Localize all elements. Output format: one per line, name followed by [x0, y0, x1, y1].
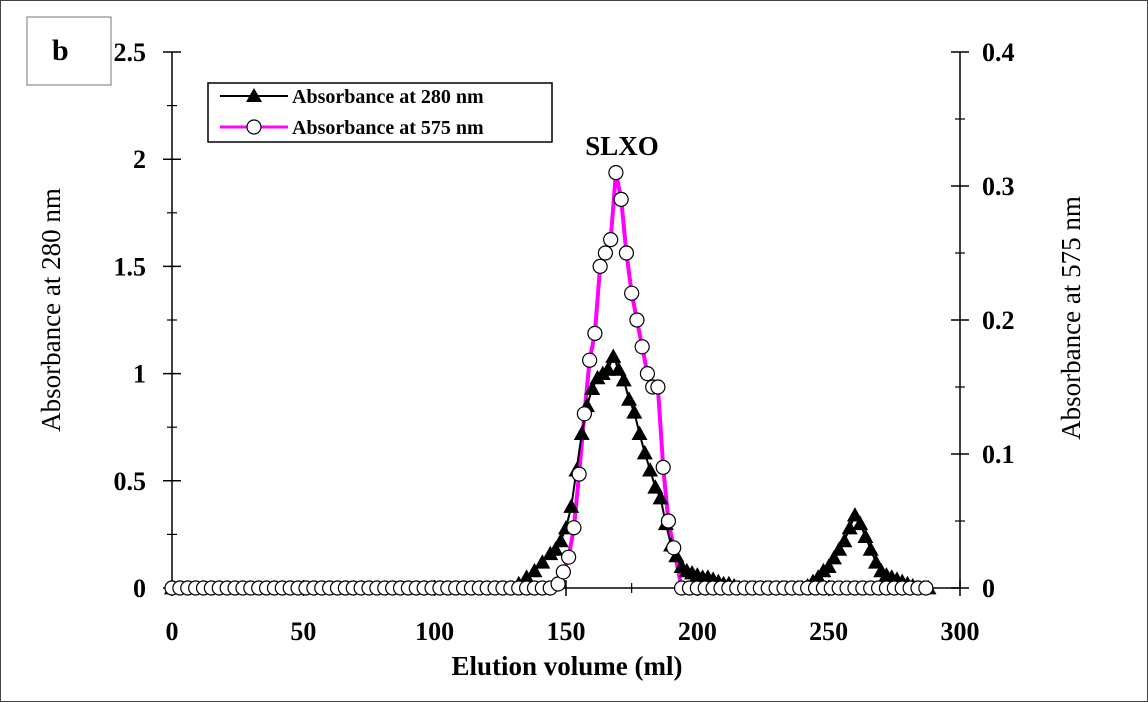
- x-tick-label: 0: [166, 617, 179, 646]
- x-axis-title: Elution volume (ml): [451, 651, 682, 681]
- panel-label-box: [26, 16, 112, 86]
- x-tick-label: 200: [678, 617, 717, 646]
- series-280-point: [636, 444, 653, 460]
- series-575-point: [634, 339, 650, 355]
- series-575-point: [629, 312, 645, 328]
- series-575-point: [918, 580, 934, 596]
- series-575-point: [587, 325, 603, 341]
- series-280-point: [573, 425, 590, 441]
- series-575-point: [566, 520, 582, 536]
- y-right-tick-label: 0.1: [982, 440, 1015, 469]
- series-280-point: [626, 404, 643, 419]
- series-575-point: [655, 459, 671, 475]
- y-left-tick-label: 1.5: [114, 252, 147, 281]
- series-280-point: [547, 541, 564, 556]
- series-280-point: [534, 554, 551, 569]
- series-575-point: [555, 564, 571, 580]
- x-tick-label: 50: [290, 617, 316, 646]
- legend-marker-280: [246, 88, 262, 102]
- y-left-tick-label: 1: [133, 360, 146, 389]
- series-280-point: [862, 541, 879, 556]
- legend-box: [207, 82, 553, 143]
- y-left-tick-label: 0.5: [114, 467, 147, 496]
- x-tick-label: 250: [809, 617, 848, 646]
- series-575-point: [624, 285, 640, 301]
- panel-label: b: [52, 34, 69, 67]
- series-280-point: [652, 489, 669, 505]
- series-575-point: [597, 245, 614, 261]
- series-280-point: [526, 562, 543, 578]
- y-left-tick-label: 0: [133, 574, 146, 603]
- series-280-point: [846, 507, 863, 522]
- series-280-point: [831, 541, 848, 556]
- series-575-point: [571, 466, 587, 482]
- series-575-point: [592, 258, 608, 274]
- y-left-tick-label: 2.5: [114, 38, 147, 67]
- series-575-point: [650, 379, 666, 395]
- series-280-point: [668, 547, 685, 563]
- series-280-point: [584, 380, 601, 396]
- series-layer: [164, 165, 937, 596]
- series-575-point: [613, 191, 629, 207]
- legend: Absorbance at 280 nm Absorbance at 575 n…: [207, 82, 553, 143]
- series-575-point: [603, 232, 619, 248]
- series-575-point: [618, 245, 635, 261]
- series-280-point: [642, 462, 659, 477]
- series-280-point: [605, 348, 622, 363]
- y-axis-left-title: Absorbance at 280 nm: [36, 188, 66, 432]
- series-280-point: [852, 515, 869, 531]
- series-575-point: [608, 165, 624, 181]
- y-right-tick-label: 0.3: [982, 172, 1015, 201]
- y-right-tick-label: 0.2: [982, 306, 1015, 335]
- series-280-point: [621, 391, 638, 406]
- series-280-point: [600, 361, 617, 376]
- series-280-point: [867, 554, 884, 569]
- peak-annotation: SLXO: [585, 131, 659, 161]
- y-axis-right-title: Absorbance at 575 nm: [1056, 196, 1086, 440]
- series-575-point: [561, 549, 577, 565]
- y-right-tick-label: 0.4: [982, 38, 1015, 67]
- series-280-point: [615, 372, 632, 387]
- legend-label-575: Absorbance at 575 nm: [292, 117, 484, 139]
- series-280-point: [841, 519, 858, 535]
- legend-marker-575: [246, 119, 262, 135]
- series-280-point: [518, 569, 535, 584]
- series-575-point: [576, 406, 592, 422]
- series-280-point: [563, 498, 580, 513]
- x-tick-label: 300: [941, 617, 980, 646]
- series-280-point: [631, 425, 648, 441]
- y-right-tick-label: 0: [982, 574, 995, 603]
- series-575-point: [639, 366, 656, 382]
- series-280-point: [857, 528, 874, 543]
- series-280-point: [552, 532, 569, 548]
- series-575-point: [666, 540, 682, 556]
- series-575-point: [582, 352, 598, 368]
- legend-label-280: Absorbance at 280 nm: [292, 86, 484, 108]
- series-280-point: [610, 361, 627, 376]
- series-280-point: [820, 558, 837, 573]
- series-575-point: [660, 513, 677, 529]
- x-tick-label: 150: [547, 617, 586, 646]
- tick-labels: 0 50 100 150 200 250 30000.511.522.500.10.20.3…: [114, 38, 1015, 646]
- series-280-point: [647, 479, 664, 494]
- series-280-point: [825, 549, 842, 565]
- series-280-point: [836, 532, 853, 548]
- x-tick-label: 100: [415, 617, 454, 646]
- y-left-tick-label: 2: [133, 145, 146, 174]
